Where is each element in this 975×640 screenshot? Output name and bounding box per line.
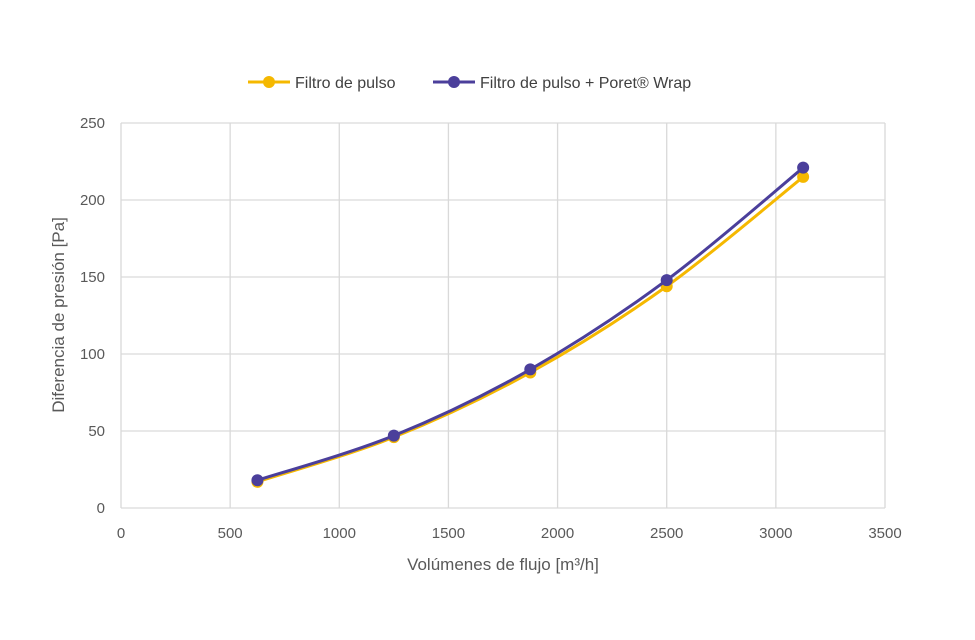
data-point-filtro-de-pulso-poret-wrap	[387, 429, 400, 442]
legend-marker-filtro-de-pulso	[263, 76, 275, 88]
grid	[120, 122, 886, 509]
legend-item-filtro-de-pulso: Filtro de pulso	[248, 75, 396, 92]
legend: Filtro de pulso Filtro de pulso + Poret®…	[248, 75, 691, 92]
data-point-filtro-de-pulso-poret-wrap	[660, 274, 673, 287]
y-tick-label: 0	[97, 500, 105, 517]
data-point-filtro-de-pulso-poret-wrap	[797, 161, 810, 174]
legend-label-filtro-de-pulso-poret-wrap: Filtro de pulso + Poret® Wrap	[480, 75, 691, 92]
y-tick-label: 150	[80, 269, 105, 286]
y-tick-label: 100	[80, 346, 105, 363]
x-tick-label: 0	[117, 525, 125, 542]
x-tick-label: 1500	[432, 525, 465, 542]
y-tick-label: 50	[88, 423, 105, 440]
x-tick-label: 3500	[868, 525, 901, 542]
series-layer	[251, 161, 810, 488]
x-axis-title: Volúmenes de flujo [m³/h]	[407, 555, 599, 574]
x-tick-label: 2000	[541, 525, 574, 542]
axes: 0 500 1000 1500 2000 2500 3000 3500 0 50 100 150 200…	[80, 115, 902, 542]
y-axis-title: Diferencia de presión [Pa]	[49, 217, 68, 413]
y-tick-label: 200	[80, 192, 105, 209]
x-tick-label: 500	[218, 525, 243, 542]
legend-item-filtro-de-pulso-poret-wrap: Filtro de pulso + Poret® Wrap	[433, 75, 691, 92]
x-tick-label: 1000	[323, 525, 356, 542]
data-point-filtro-de-pulso	[797, 170, 810, 183]
legend-marker-filtro-de-pulso-poret-wrap	[448, 76, 460, 88]
data-point-filtro-de-pulso-poret-wrap	[251, 474, 264, 487]
x-tick-label: 3000	[759, 525, 792, 542]
legend-label-filtro-de-pulso: Filtro de pulso	[295, 75, 396, 92]
data-point-filtro-de-pulso-poret-wrap	[524, 363, 537, 376]
y-tick-label: 250	[80, 115, 105, 132]
x-tick-label: 2500	[650, 525, 683, 542]
